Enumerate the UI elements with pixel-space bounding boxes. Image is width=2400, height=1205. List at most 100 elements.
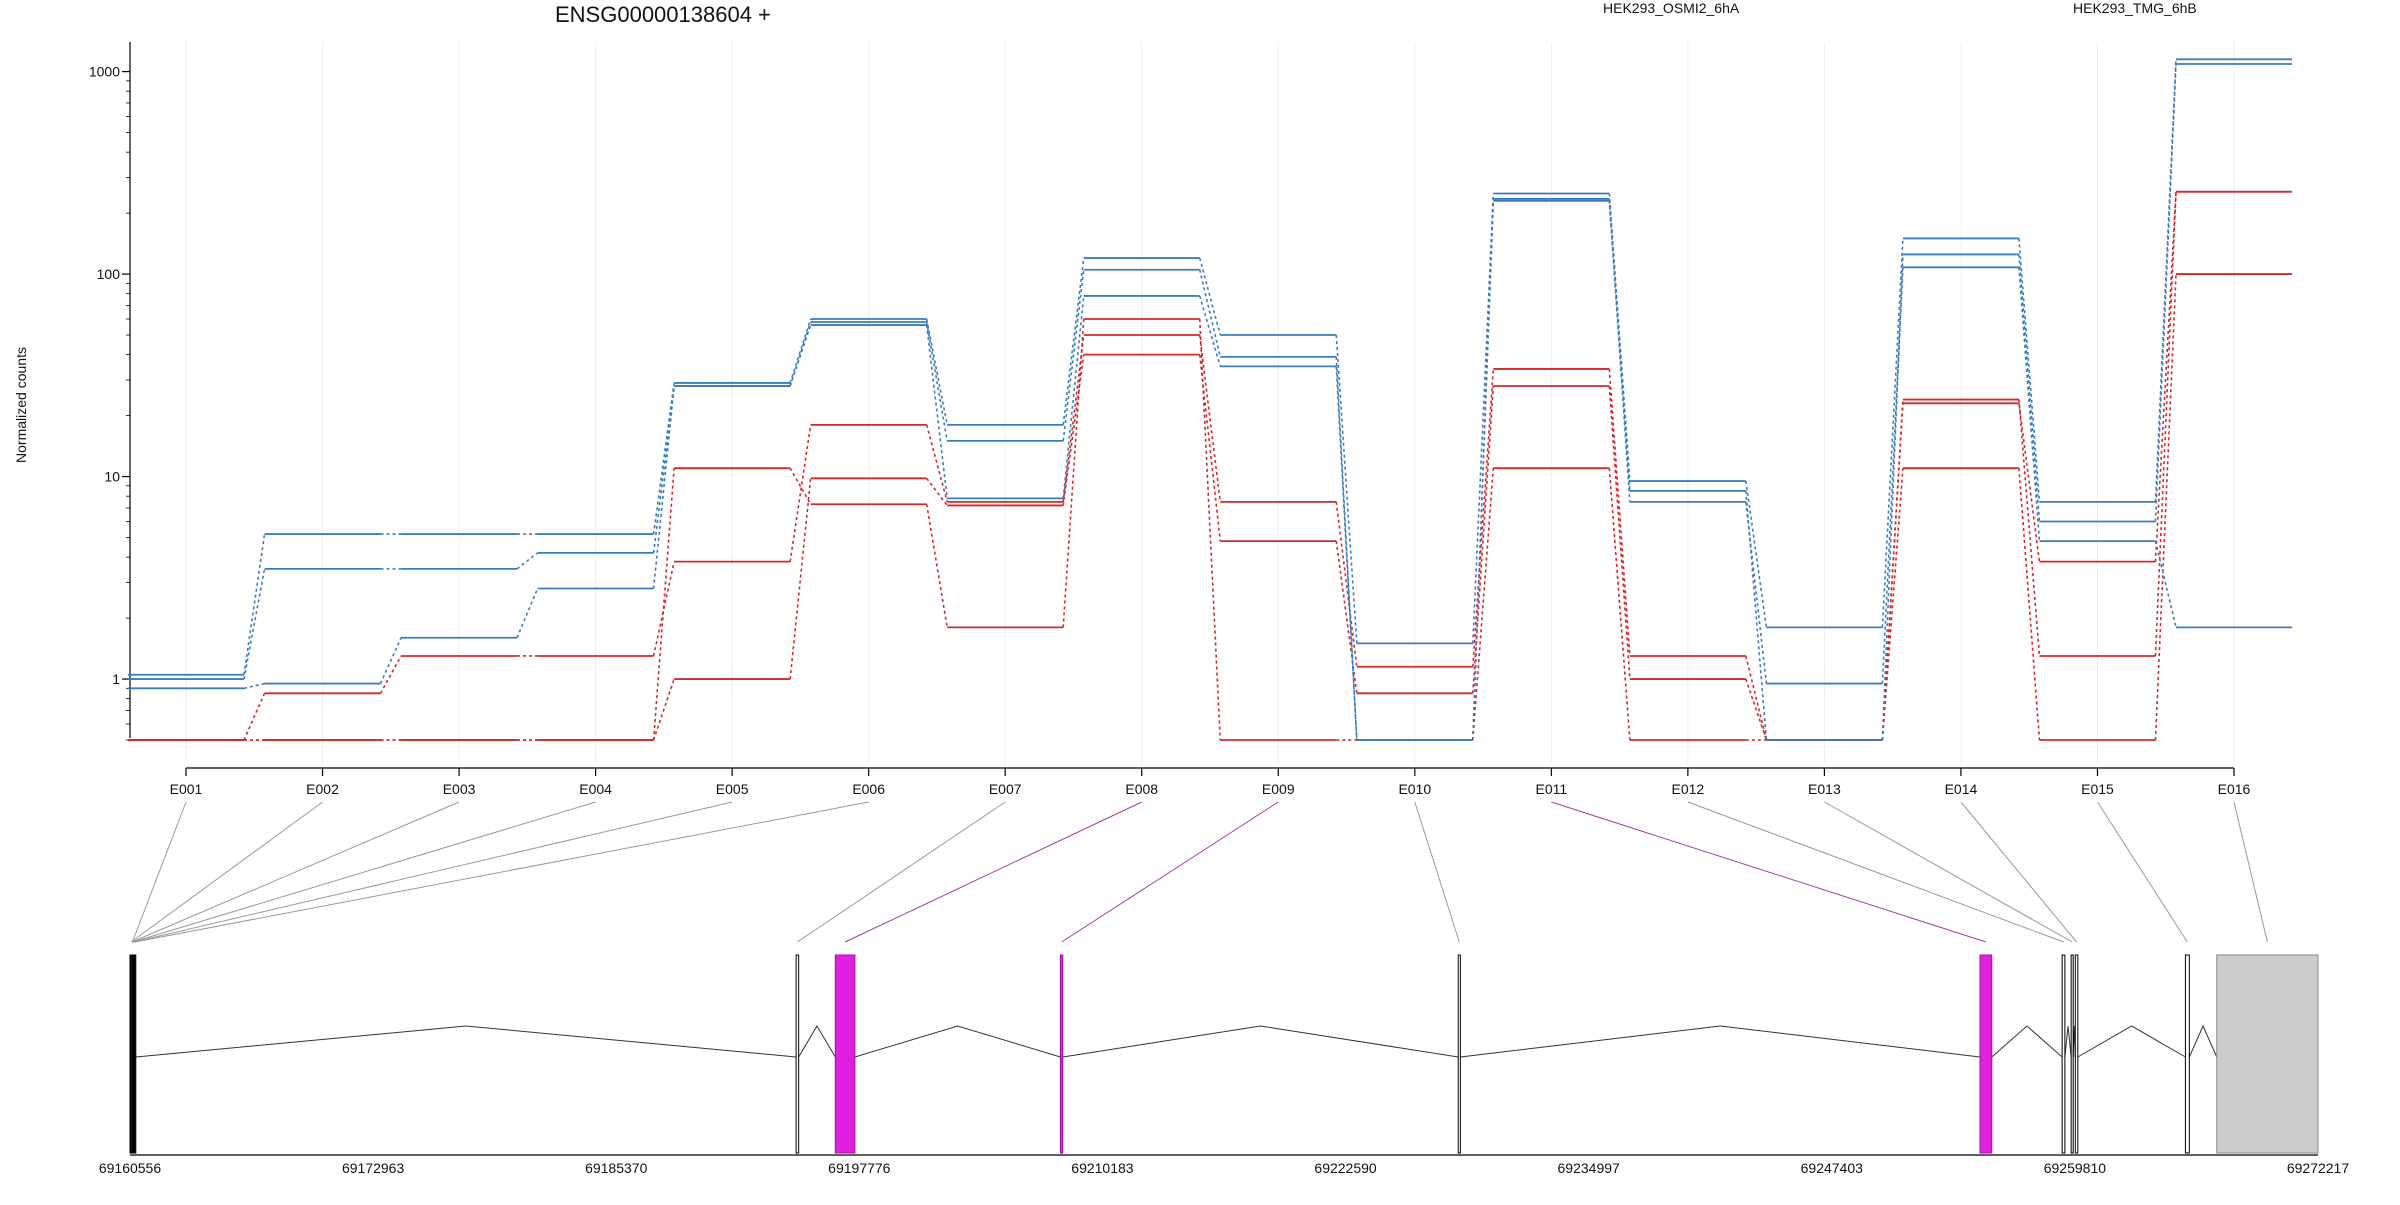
x-tick-label-e008: E008 (1125, 781, 1158, 797)
series-6-link (516, 588, 539, 639)
genomic-coord-label: 69234997 (1558, 1160, 1621, 1176)
series-6-link (1472, 200, 1495, 741)
series-4-link (1881, 238, 1904, 628)
y-tick-label-1: 1 (112, 671, 120, 687)
series-6-link (1745, 501, 1768, 684)
series-1-link (925, 424, 948, 503)
connector-e015 (2097, 801, 2188, 943)
genomic-coord-label: 69172963 (342, 1160, 405, 1176)
x-tick-label-e004: E004 (579, 781, 612, 797)
exon-block-e015 (2184, 954, 2190, 1154)
series-6 (128, 199, 2292, 741)
x-tick-label-e003: E003 (443, 781, 476, 797)
connector-e003 (131, 801, 460, 943)
series-6-link (1198, 295, 1222, 367)
series-5-link (1062, 269, 1085, 441)
series-6-link (1881, 267, 1904, 684)
connector-e012 (1687, 801, 2064, 943)
series-5-link (1198, 269, 1222, 358)
series-layer (128, 58, 2292, 741)
chart-title: ENSG00000138604 + (555, 2, 771, 27)
series-6-link (1062, 295, 1085, 499)
series-6-link (2154, 540, 2177, 628)
series-6-link (652, 385, 675, 589)
series-2-link (2154, 191, 2177, 562)
x-tick-label-e002: E002 (306, 781, 339, 797)
x-tick-label-e009: E009 (1262, 781, 1295, 797)
series-1-link (243, 693, 266, 741)
series-1 (128, 190, 2292, 741)
connector-layer (130, 801, 2268, 943)
exon-block-e014 (2074, 954, 2079, 1154)
x-tick-label-e013: E013 (1808, 781, 1841, 797)
series-4-link (1335, 334, 1358, 644)
series-1-link (379, 655, 402, 694)
y-tick-label-1000: 1000 (89, 64, 120, 80)
series-1-link (1472, 368, 1495, 667)
series-6-link (1335, 366, 1358, 741)
exon-block-e010 (1457, 954, 1461, 1154)
series-2-link (789, 467, 812, 505)
series-3-link (652, 678, 675, 741)
legend-entry-tmg: HEK293_TMG_6hB (2073, 0, 2197, 16)
series-5-link (925, 321, 948, 442)
exon-block-e016 (2216, 954, 2319, 1154)
x-tick-label-e005: E005 (716, 781, 749, 797)
series-1-link (789, 424, 812, 562)
connector-e013 (1824, 801, 2073, 943)
x-tick-label-e016: E016 (2218, 781, 2251, 797)
connector-e016 (2233, 801, 2268, 943)
intron-line (1460, 1025, 1981, 1058)
genomic-coord-label: 69197776 (828, 1160, 891, 1176)
connector-e008 (844, 801, 1142, 943)
series-4-link (1745, 480, 1768, 628)
connector-e010 (1414, 801, 1460, 943)
series-1-link (1198, 334, 1222, 502)
y-tick-label-10: 10 (104, 469, 120, 485)
series-3-link (1745, 678, 1768, 741)
series-3-link (789, 478, 812, 680)
intron-line (1062, 1025, 1459, 1058)
series-3 (128, 273, 2292, 741)
genomic-coord-label: 69160556 (99, 1160, 162, 1176)
intron-line (2064, 1025, 2072, 1058)
series-2-link (2018, 403, 2041, 562)
x-tick-label-e006: E006 (852, 781, 885, 797)
series-6-link (925, 324, 948, 499)
series-6-link (789, 324, 812, 387)
series-2-link (1198, 318, 1222, 741)
genomic-coord-label: 69247403 (1801, 1160, 1864, 1176)
x-tick-label-e012: E012 (1672, 781, 1705, 797)
series-3-link (1881, 468, 1904, 741)
x-tick-label-e011: E011 (1535, 781, 1567, 797)
series-1-link (1745, 655, 1768, 741)
exon-block-e009 (1059, 954, 1064, 1154)
series-4-link (1198, 257, 1222, 336)
series-4-link (2154, 59, 2177, 502)
intron-line (2077, 1025, 2186, 1058)
series-6-link (2018, 267, 2041, 542)
axes-layer: 1 10 100 1000 E001 E002 E003 E004 E005 E006 E007 E0… (89, 42, 2251, 797)
series-5 (128, 63, 2292, 741)
series-4-link (243, 533, 266, 675)
series-5-link (652, 385, 675, 553)
y-tick-label-100: 100 (97, 266, 121, 282)
series-5-link (789, 321, 812, 387)
series-6-link (243, 682, 265, 690)
x-tick-label-e014: E014 (1945, 781, 1978, 797)
series-3-link (1608, 385, 1631, 680)
x-tick-label-e010: E010 (1398, 781, 1431, 797)
intron-line (798, 1025, 836, 1058)
connector-e002 (130, 801, 323, 943)
series-5-link (2018, 254, 2041, 522)
series-5-link (1335, 356, 1358, 741)
connector-e005 (133, 801, 733, 943)
connector-e006 (134, 801, 869, 943)
exon-block-e006 (133, 954, 137, 1154)
intron-line (135, 1025, 797, 1058)
x-tick-label-e007: E007 (989, 781, 1022, 797)
series-4-link (2018, 238, 2041, 502)
series-3-link (926, 477, 948, 506)
connector-e001 (131, 801, 187, 943)
